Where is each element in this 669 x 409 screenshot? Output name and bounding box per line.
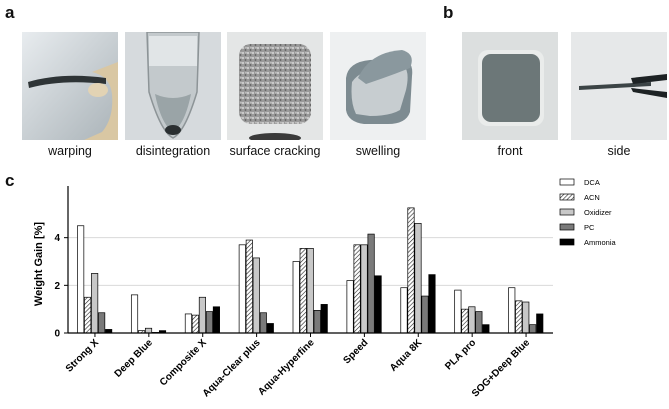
x-tick-label: PLA pro [443, 337, 478, 372]
photo-swelling [330, 32, 426, 140]
bar-pc-1 [98, 312, 106, 334]
bar-pc-7 [421, 295, 429, 334]
bar-ammonia-5 [320, 304, 328, 334]
bar-ammonia-9 [536, 313, 544, 334]
caption-front: front [497, 144, 523, 158]
caption-warping: warping [48, 144, 92, 158]
bar-oxidizer-8 [468, 306, 476, 334]
weight-gain-chart: 0 2 4 Strong X Deep Blue Composite XAqua-Clea… [33, 178, 617, 400]
photo-surface-cracking [227, 32, 323, 140]
bar-ammonia-4 [266, 323, 274, 334]
bar-pc-3 [205, 311, 213, 334]
bar-acn-3 [191, 314, 199, 334]
bar-pc-6 [367, 233, 375, 334]
bar-pc-5 [313, 310, 321, 334]
bar-pc-8 [475, 311, 483, 334]
bar-acn-4 [245, 239, 253, 334]
caption-disintegration: disintegration [135, 144, 211, 158]
bar-pc-4 [259, 312, 267, 334]
x-tick-label: Aqua 8K [388, 337, 425, 374]
panel-label-c: c [5, 171, 15, 190]
caption-surface-cracking: surface cracking [229, 144, 321, 158]
bar-acn-8 [461, 308, 469, 334]
legend-swatch-dca [559, 178, 575, 186]
bar-oxidizer-9 [522, 301, 530, 334]
legend-swatch-oxidizer [559, 208, 575, 216]
bar-acn-6 [353, 244, 361, 334]
legend-label-ammonia: Ammonia [584, 238, 617, 247]
x-tick-label: Aqua-Hyperfine [256, 337, 317, 398]
bar-dca-5 [292, 261, 300, 334]
y-tick-label: 0 [54, 329, 60, 340]
bar-dca-9 [508, 287, 516, 334]
bar-dca-4 [238, 244, 246, 334]
y-tick-label: 2 [54, 281, 60, 292]
bar-pc-9 [529, 324, 537, 334]
bar-dca-1 [77, 225, 85, 334]
y-tick-label: 4 [54, 233, 60, 244]
bar-dca-2 [130, 294, 139, 334]
x-tick-label: Strong X [64, 337, 101, 374]
bar-oxidizer-2 [144, 327, 153, 334]
bar-ammonia-3 [212, 306, 220, 334]
photo-disintegration [125, 32, 221, 140]
bar-dca-7 [400, 287, 408, 334]
bar-dca-3 [184, 313, 192, 334]
bar-oxidizer-5 [306, 248, 314, 334]
bar-acn-5 [299, 248, 307, 334]
photo-front [462, 32, 558, 140]
bar-oxidizer-6 [360, 244, 368, 334]
legend-label-acn: ACN [584, 193, 600, 202]
caption-side: side [607, 144, 631, 158]
legend-label-oxidizer: Oxidizer [584, 208, 612, 217]
panel-label-a: a [5, 3, 15, 22]
legend-label-dca: DCA [584, 178, 600, 187]
bar-oxidizer-3 [198, 296, 206, 334]
photo-side [571, 32, 667, 140]
bar-oxidizer-7 [414, 223, 422, 334]
bar-ammonia-8 [482, 324, 490, 334]
x-tick-label: SOG+Deep Blue [470, 337, 533, 400]
x-tick-label: Aqua-Clear plus [201, 337, 263, 399]
bar-acn-7 [407, 207, 415, 334]
bar-oxidizer-4 [252, 257, 260, 334]
bar-dca-6 [346, 280, 354, 334]
legend-swatch-pc [559, 223, 575, 231]
legend-label-pc: PC [584, 223, 595, 232]
bar-dca-8 [454, 289, 462, 334]
caption-swelling: swelling [355, 144, 401, 158]
bar-acn-1 [84, 296, 92, 334]
y-axis-title: Weight Gain [%] [33, 222, 45, 306]
bar-acn-9 [515, 300, 523, 334]
legend-swatch-ammonia [559, 238, 575, 246]
panel-label-b: b [443, 3, 454, 22]
legend-swatch-acn [559, 193, 575, 201]
bar-ammonia-7 [428, 274, 436, 334]
photo-warping [22, 32, 118, 140]
x-tick-label: Composite X [158, 337, 209, 388]
bar-oxidizer-1 [91, 273, 99, 334]
bar-ammonia-6 [374, 275, 382, 334]
x-tick-label: Deep Blue [113, 337, 156, 380]
x-tick-label: Speed [342, 337, 371, 366]
